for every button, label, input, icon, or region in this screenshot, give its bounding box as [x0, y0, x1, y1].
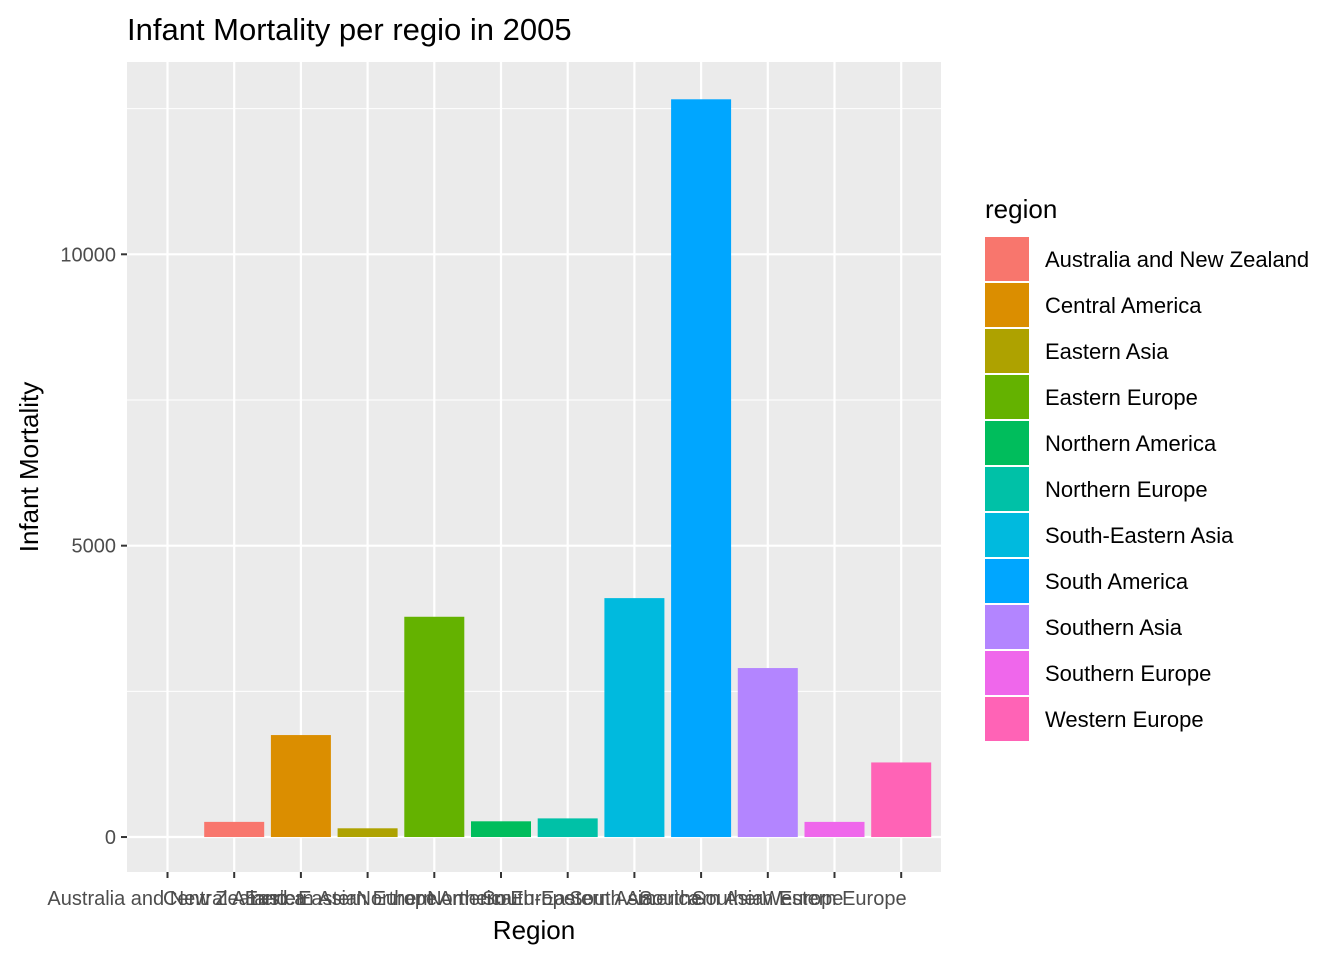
y-tick-label: 10000: [60, 244, 116, 266]
legend-title: region: [985, 194, 1057, 224]
bar-western-europe: [871, 762, 932, 838]
legend-label: Northern Europe: [1045, 477, 1208, 502]
x-tick-label: Central America: [163, 888, 306, 910]
bar-eastern-asia: [337, 828, 398, 838]
x-tick-label: Northern Europe: [427, 888, 575, 910]
legend-swatch: [985, 697, 1029, 741]
legend-swatch: [985, 513, 1029, 557]
x-tick-label: Australia and New Zealand: [47, 888, 287, 910]
y-axis: 0 5000 10000: [60, 244, 127, 849]
legend-swatch: [985, 375, 1029, 419]
legend-label: South-Eastern Asia: [1045, 523, 1234, 548]
chart-title: Infant Mortality per regio in 2005: [127, 12, 572, 47]
x-tick-label: Southern Asia: [639, 888, 764, 910]
legend-label: Central America: [1045, 293, 1202, 318]
legend-label: Australia and New Zealand: [1045, 247, 1309, 272]
bar-northern-europe: [537, 818, 598, 838]
x-tick-label: Northern America: [356, 888, 512, 910]
plot-panel: [127, 62, 941, 872]
legend-label: Northern America: [1045, 431, 1217, 456]
legend-swatch: [985, 467, 1029, 511]
x-tick-label: Southern Europe: [692, 888, 843, 910]
legend-swatch: [985, 283, 1029, 327]
y-tick-label: 5000: [72, 536, 117, 558]
bar-southern-asia: [737, 668, 798, 838]
legend-label: Eastern Asia: [1045, 339, 1169, 364]
legend-items: Australia and New Zealand Central America…: [985, 237, 1309, 741]
bar-australia-and-new-zealand: [204, 821, 265, 838]
legend-swatch: [985, 237, 1029, 281]
bar-southern-europe: [804, 821, 865, 838]
legend-label: Eastern Europe: [1045, 385, 1198, 410]
bars: [204, 99, 932, 838]
legend-label: Southern Europe: [1045, 661, 1211, 686]
legend-label: Southern Asia: [1045, 615, 1183, 640]
legend-swatch: [985, 651, 1029, 695]
x-axis-title: Region: [493, 915, 575, 945]
y-axis-title: Infant Mortality: [14, 382, 44, 553]
y-tick-label: 0: [105, 827, 116, 849]
x-tick-label: Eastern Asia: [245, 888, 358, 910]
bar-northern-america: [471, 821, 531, 838]
legend-swatch: [985, 421, 1029, 465]
bar-south-america: [671, 99, 732, 838]
x-tick-label: Eastern Europe: [298, 888, 437, 910]
bar-eastern-europe: [404, 616, 465, 838]
x-tick-label: South-Eastern Asia: [482, 888, 654, 910]
legend-label: Western Europe: [1045, 707, 1204, 732]
x-tick-label: Western Europe: [762, 888, 906, 910]
bar-central-america: [270, 735, 331, 838]
legend: region Australia and New Zealand Central …: [985, 194, 1309, 741]
bar-south-eastern-asia: [604, 598, 665, 838]
legend-swatch: [985, 559, 1029, 603]
x-tick-label: South America: [569, 888, 700, 910]
legend-label: South America: [1045, 569, 1189, 594]
legend-swatch: [985, 605, 1029, 649]
grid-minor-lines: [127, 108, 941, 692]
legend-swatch: [985, 329, 1029, 373]
